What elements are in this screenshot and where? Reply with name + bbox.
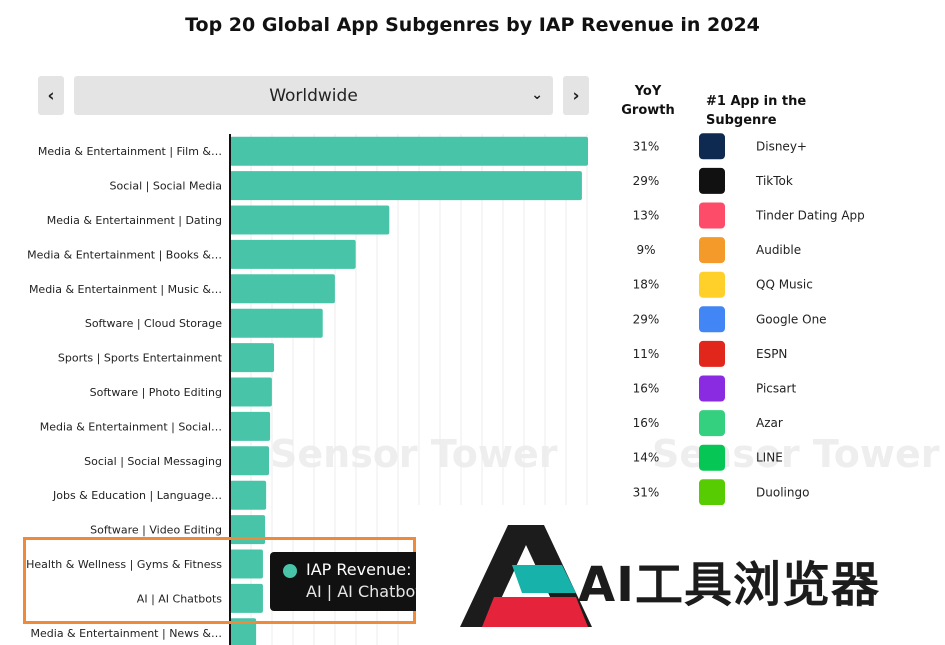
- yoy-value: 13%: [633, 209, 660, 223]
- bar[interactable]: [230, 308, 323, 338]
- bar[interactable]: [230, 377, 272, 407]
- duolingo-icon: [699, 479, 725, 506]
- tooltip-category: AI | AI Chatbots: [306, 582, 420, 601]
- logo-mark-icon: [460, 525, 592, 627]
- yoy-value: 29%: [633, 174, 660, 188]
- category-label: AI | AI Chatbots: [137, 592, 222, 605]
- yoy-value: 18%: [633, 278, 660, 292]
- azar-icon: [699, 410, 725, 437]
- yoy-value: 9%: [636, 243, 655, 257]
- app-name: Azar: [756, 416, 783, 430]
- yoy-value: 16%: [633, 416, 660, 430]
- yoy-value: 16%: [633, 382, 660, 396]
- category-label: Sports | Sports Entertainment: [58, 352, 223, 365]
- bar[interactable]: [230, 583, 263, 613]
- yoy-value: 11%: [633, 347, 660, 361]
- disney-plus-icon: [699, 133, 725, 160]
- espn-icon: [699, 340, 725, 367]
- category-label: Media & Entertainment | Books &…: [27, 248, 222, 261]
- category-label: Software | Video Editing: [90, 524, 222, 537]
- bar[interactable]: [230, 480, 267, 510]
- category-label: Health & Wellness | Gyms & Fitness: [26, 558, 222, 571]
- app-name: TikTok: [755, 174, 793, 188]
- category-label: Media & Entertainment | Music &…: [29, 283, 222, 296]
- category-label: Social | Social Messaging: [84, 455, 222, 468]
- page-title: Top 20 Global App Subgenres by IAP Reven…: [185, 14, 760, 36]
- app-name: Google One: [756, 312, 827, 326]
- tiktok-icon: [699, 167, 725, 194]
- chevron-right-icon: ›: [572, 85, 580, 106]
- app-name: Duolingo: [756, 485, 809, 499]
- picsart-icon: [699, 375, 725, 402]
- yoy-column-header: YoY Growth: [621, 84, 675, 118]
- app-name: Audible: [756, 243, 801, 257]
- watermark-left: Sensor Tower: [270, 432, 558, 476]
- app-name: LINE: [756, 451, 783, 465]
- category-label: Jobs & Education | Language…: [52, 489, 222, 502]
- bar[interactable]: [230, 205, 390, 235]
- bar[interactable]: [230, 618, 257, 645]
- app-name: Disney+: [756, 139, 807, 153]
- google-one-icon: [699, 306, 725, 333]
- bar[interactable]: [230, 411, 271, 441]
- category-label: Media & Entertainment | Social…: [40, 420, 222, 433]
- bar[interactable]: [230, 343, 275, 373]
- bar[interactable]: [230, 239, 356, 269]
- bar[interactable]: [230, 274, 335, 304]
- category-label: Media & Entertainment | Dating: [47, 214, 222, 227]
- region-select[interactable]: Worldwide ⌄: [74, 76, 553, 115]
- chevron-left-icon: ‹: [47, 85, 55, 106]
- bar[interactable]: [230, 549, 263, 579]
- yoy-value: 31%: [633, 485, 660, 499]
- tinder-icon: [699, 202, 725, 229]
- qq-music-icon: [699, 271, 725, 298]
- category-label: Media & Entertainment | Film &…: [38, 145, 222, 158]
- tooltip: IAP Revenue: $ AI | AI Chatbots: [270, 552, 420, 611]
- bar[interactable]: [230, 446, 270, 476]
- top-app-column-header: #1 App in the Subgenre: [706, 94, 807, 128]
- tooltip-series-dot: [283, 564, 297, 578]
- line-icon: [699, 444, 725, 471]
- app-name: ESPN: [756, 347, 787, 361]
- yoy-value: 29%: [633, 312, 660, 326]
- app-name: QQ Music: [756, 278, 813, 292]
- logo-overlay: [416, 505, 945, 645]
- audible-icon: [699, 237, 725, 264]
- category-label: Software | Cloud Storage: [85, 317, 222, 330]
- category-label: Software | Photo Editing: [90, 386, 222, 399]
- bar[interactable]: [230, 136, 588, 166]
- yoy-value: 31%: [633, 139, 660, 153]
- yoy-value: 14%: [633, 451, 660, 465]
- logo-text: AI工具浏览器: [578, 557, 881, 613]
- bar[interactable]: [230, 515, 266, 545]
- region-label: Worldwide: [269, 85, 358, 106]
- category-label: Social | Social Media: [110, 180, 222, 193]
- chevron-down-icon: ⌄: [531, 87, 543, 103]
- prev-region-button[interactable]: ‹: [38, 76, 64, 115]
- bar[interactable]: [230, 171, 582, 201]
- tooltip-value: IAP Revenue: $: [306, 560, 420, 579]
- app-name: Tinder Dating App: [755, 209, 865, 223]
- app-name: Picsart: [756, 382, 796, 396]
- next-region-button[interactable]: ›: [563, 76, 589, 115]
- category-label: Media & Entertainment | News &…: [31, 627, 222, 640]
